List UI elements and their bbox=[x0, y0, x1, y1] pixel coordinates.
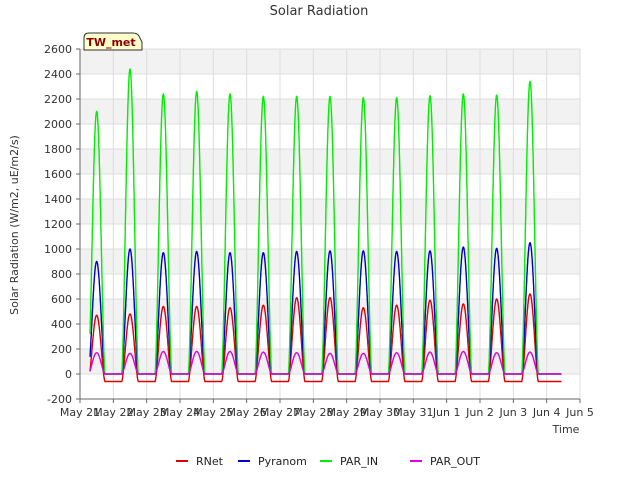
x-tick-label: Jun 2 bbox=[465, 406, 494, 419]
grid-lines bbox=[79, 48, 581, 400]
y-tick-label: 1200 bbox=[44, 218, 72, 231]
x-tick-label: May 25 bbox=[193, 406, 233, 419]
y-tick-label: 1000 bbox=[44, 243, 72, 256]
chart-title: Solar Radiation bbox=[270, 4, 369, 19]
y-tick-label: -200 bbox=[47, 393, 72, 406]
y-axis-ticks: -200 0 200 400 600 800 1000 1200 1400 1600 1800 200… bbox=[44, 43, 80, 406]
legend-item-pyranom: Pyranom bbox=[238, 455, 307, 468]
plot-band bbox=[80, 149, 580, 174]
y-tick-label: 2400 bbox=[44, 68, 72, 81]
y-tick-label: 0 bbox=[65, 368, 72, 381]
series-line-rnet bbox=[89, 293, 562, 383]
legend-item-rnet: RNet bbox=[176, 455, 224, 468]
legend-item-par-out: PAR_OUT bbox=[410, 455, 480, 468]
y-tick-label: 2000 bbox=[44, 118, 72, 131]
legend-item-par-in: PAR_IN bbox=[320, 455, 378, 468]
x-axis-title: Time bbox=[552, 423, 580, 436]
x-tick-label: Jun 1 bbox=[432, 406, 461, 419]
plot-band bbox=[80, 199, 580, 224]
station-label: TW_met bbox=[86, 36, 135, 49]
y-tick-label: 2600 bbox=[44, 43, 72, 56]
legend-label: PAR_IN bbox=[340, 455, 378, 468]
plot-band bbox=[80, 49, 580, 74]
x-tick-label: May 22 bbox=[93, 406, 133, 419]
legend: RNet Pyranom PAR_IN PAR_OUT bbox=[176, 455, 480, 468]
plot-band bbox=[80, 249, 580, 274]
series-layer bbox=[89, 68, 562, 383]
x-tick-label: May 26 bbox=[227, 406, 267, 419]
x-tick-label: May 30 bbox=[360, 406, 400, 419]
x-tick-label: May 21 bbox=[60, 406, 100, 419]
legend-label: Pyranom bbox=[258, 455, 307, 468]
station-badge-box bbox=[83, 32, 143, 51]
x-tick-label: May 27 bbox=[260, 406, 300, 419]
y-tick-label: 1400 bbox=[44, 193, 72, 206]
station-badge: TW_met bbox=[83, 32, 143, 51]
legend-label: RNet bbox=[196, 455, 224, 468]
y-tick-label: 200 bbox=[51, 343, 72, 356]
y-tick-label: 400 bbox=[51, 318, 72, 331]
x-tick-label: May 28 bbox=[293, 406, 333, 419]
y-tick-label: 1800 bbox=[44, 143, 72, 156]
series-line-par-out bbox=[89, 350, 562, 375]
plot-band bbox=[80, 99, 580, 124]
x-tick-label: Jun 5 bbox=[565, 406, 594, 419]
y-tick-label: 600 bbox=[51, 293, 72, 306]
plot-band bbox=[80, 299, 580, 324]
x-tick-label: Jun 4 bbox=[532, 406, 561, 419]
x-tick-label: May 29 bbox=[327, 406, 367, 419]
x-tick-label: Jun 3 bbox=[498, 406, 527, 419]
x-tick-label: May 23 bbox=[127, 406, 167, 419]
y-tick-label: 2200 bbox=[44, 93, 72, 106]
y-tick-label: 1600 bbox=[44, 168, 72, 181]
x-tick-label: May 31 bbox=[393, 406, 433, 419]
y-axis-title: Solar Radiation (W/m2, uE/m2/s) bbox=[8, 135, 21, 315]
x-tick-label: May 24 bbox=[160, 406, 200, 419]
y-tick-label: 800 bbox=[51, 268, 72, 281]
legend-label: PAR_OUT bbox=[430, 455, 480, 468]
